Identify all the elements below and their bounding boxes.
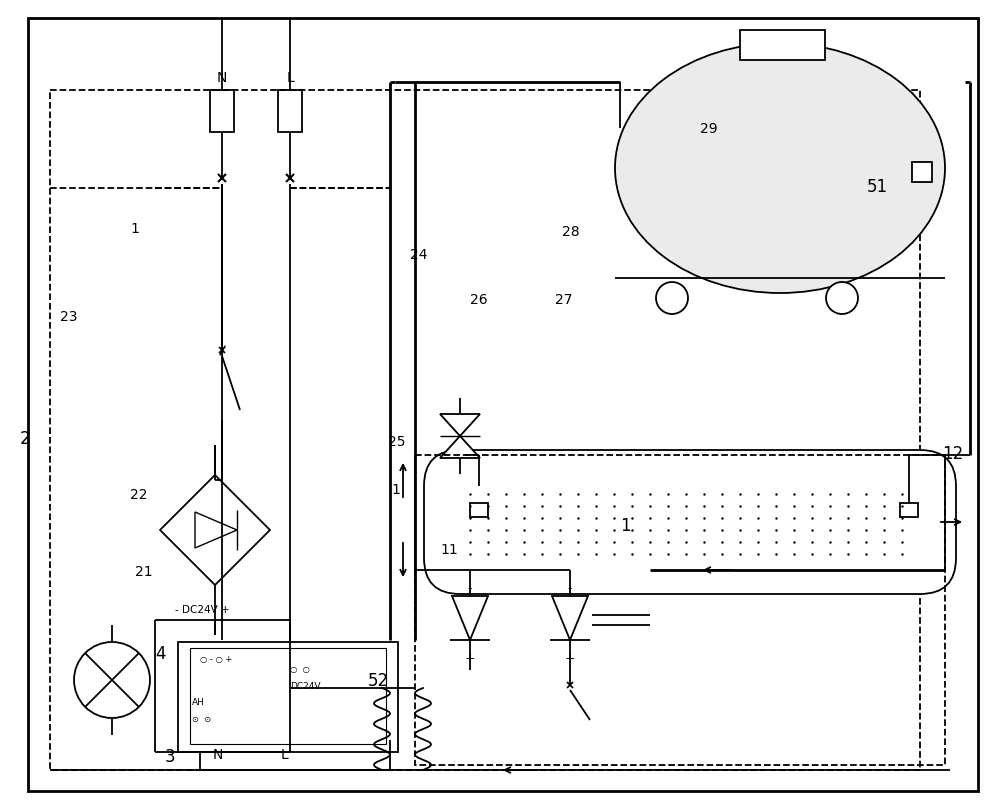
- Text: 21: 21: [135, 565, 153, 579]
- Text: ⊙  ⊙: ⊙ ⊙: [192, 715, 211, 724]
- Text: 1: 1: [392, 483, 400, 497]
- Text: 22: 22: [130, 488, 148, 502]
- Text: 28: 28: [562, 225, 580, 239]
- Text: N: N: [217, 71, 227, 85]
- Text: N: N: [213, 748, 223, 762]
- Text: 11: 11: [440, 543, 458, 557]
- Text: -: -: [568, 582, 572, 595]
- Text: 3: 3: [165, 748, 176, 766]
- Polygon shape: [552, 596, 588, 640]
- Text: AH: AH: [192, 698, 205, 707]
- Polygon shape: [440, 436, 480, 458]
- Text: 26: 26: [470, 293, 488, 307]
- Text: L: L: [281, 748, 289, 762]
- Text: -: -: [468, 582, 472, 595]
- Ellipse shape: [615, 43, 945, 293]
- Text: L: L: [286, 71, 294, 85]
- Text: 2: 2: [20, 430, 31, 448]
- Text: 27: 27: [555, 293, 572, 307]
- Text: 4: 4: [155, 645, 166, 663]
- Bar: [210, 90, 234, 132]
- Text: 25: 25: [388, 435, 406, 449]
- Bar: [470, 503, 488, 517]
- Text: DC24V: DC24V: [290, 682, 320, 691]
- Text: 12: 12: [942, 445, 963, 463]
- Text: - DC24V +: - DC24V +: [175, 605, 230, 615]
- Text: 24: 24: [410, 248, 428, 262]
- Text: ○  ○: ○ ○: [290, 665, 310, 674]
- Circle shape: [656, 282, 688, 314]
- Bar: [278, 90, 302, 132]
- Bar: [912, 162, 932, 182]
- Text: +: +: [565, 652, 575, 665]
- Polygon shape: [195, 512, 237, 548]
- Bar: [190, 648, 386, 744]
- Bar: [415, 455, 945, 765]
- Circle shape: [826, 282, 858, 314]
- Bar: [740, 30, 825, 60]
- Bar: [900, 503, 918, 517]
- Polygon shape: [452, 596, 488, 640]
- Text: 1: 1: [620, 517, 631, 535]
- Polygon shape: [440, 414, 480, 436]
- Text: 52: 52: [368, 672, 389, 690]
- Text: 1: 1: [130, 222, 139, 236]
- Bar: [50, 90, 920, 770]
- Text: +: +: [465, 652, 475, 665]
- Bar: [178, 642, 398, 752]
- FancyBboxPatch shape: [424, 450, 956, 594]
- Circle shape: [74, 642, 150, 718]
- Text: 23: 23: [60, 310, 78, 324]
- Text: ○ - ○ +: ○ - ○ +: [200, 655, 232, 664]
- Text: 51: 51: [867, 178, 888, 196]
- Text: 29: 29: [700, 122, 718, 136]
